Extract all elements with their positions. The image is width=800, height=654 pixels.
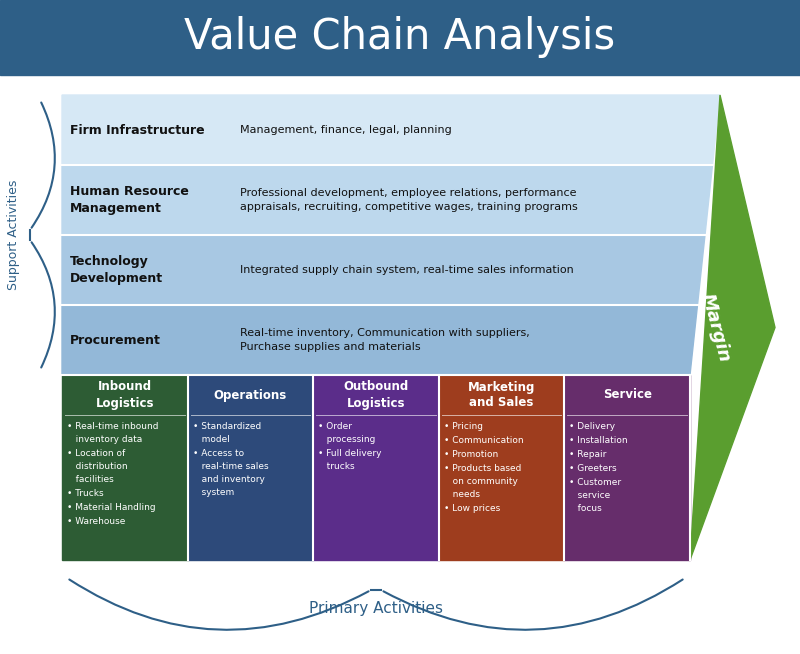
Text: Management, finance, legal, planning: Management, finance, legal, planning xyxy=(240,125,452,135)
Text: Human Resource
Management: Human Resource Management xyxy=(70,185,189,215)
Text: Firm Infrastructure: Firm Infrastructure xyxy=(70,124,205,137)
Text: • Trucks: • Trucks xyxy=(67,489,104,498)
Bar xyxy=(0,0,800,75)
Text: inventory data: inventory data xyxy=(67,435,142,444)
Text: system: system xyxy=(193,488,234,497)
Text: • Products based: • Products based xyxy=(444,464,521,473)
Text: • Location of: • Location of xyxy=(67,449,126,458)
Bar xyxy=(565,375,690,560)
Text: Margin: Margin xyxy=(697,291,733,364)
Text: Integrated supply chain system, real-time sales information: Integrated supply chain system, real-tim… xyxy=(240,265,574,275)
Text: service: service xyxy=(570,491,610,500)
Polygon shape xyxy=(62,95,720,165)
Text: Value Chain Analysis: Value Chain Analysis xyxy=(185,16,615,58)
Text: Primary Activities: Primary Activities xyxy=(309,600,443,615)
Text: Service: Service xyxy=(602,388,652,402)
Text: • Access to: • Access to xyxy=(193,449,244,458)
Text: Technology
Development: Technology Development xyxy=(70,255,163,285)
Text: • Real-time inbound: • Real-time inbound xyxy=(67,422,158,431)
Text: • Warehouse: • Warehouse xyxy=(67,517,126,526)
Polygon shape xyxy=(690,95,775,560)
Text: Operations: Operations xyxy=(214,388,287,402)
Polygon shape xyxy=(62,165,713,235)
Text: • Delivery: • Delivery xyxy=(570,422,615,431)
Text: Support Activities: Support Activities xyxy=(7,180,21,290)
Text: Real-time inventory, Communication with suppliers,
Purchase supplies and materia: Real-time inventory, Communication with … xyxy=(240,328,530,352)
Text: • Low prices: • Low prices xyxy=(444,504,500,513)
Text: • Repair: • Repair xyxy=(570,450,606,459)
Bar xyxy=(187,375,314,560)
Text: Procurement: Procurement xyxy=(70,334,161,347)
Text: processing: processing xyxy=(318,435,375,444)
Text: Outbound
Logistics: Outbound Logistics xyxy=(343,381,409,409)
Text: and inventory: and inventory xyxy=(193,475,265,484)
Text: trucks: trucks xyxy=(318,462,355,471)
Bar xyxy=(438,375,565,560)
Text: • Full delivery: • Full delivery xyxy=(318,449,382,458)
Text: on community: on community xyxy=(444,477,518,486)
Text: Marketing
and Sales: Marketing and Sales xyxy=(468,381,535,409)
Text: needs: needs xyxy=(444,490,480,499)
Polygon shape xyxy=(62,305,698,375)
Bar xyxy=(62,375,187,560)
Text: Professional development, employee relations, performance
appraisals, recruiting: Professional development, employee relat… xyxy=(240,188,578,212)
Text: real-time sales: real-time sales xyxy=(193,462,268,471)
Text: Inbound
Logistics: Inbound Logistics xyxy=(95,381,154,409)
Bar xyxy=(314,375,438,560)
Text: • Material Handling: • Material Handling xyxy=(67,503,156,512)
Text: • Pricing: • Pricing xyxy=(444,422,482,431)
Text: • Installation: • Installation xyxy=(570,436,628,445)
Polygon shape xyxy=(62,235,705,305)
Text: • Customer: • Customer xyxy=(570,478,622,487)
Text: • Communication: • Communication xyxy=(444,436,523,445)
Text: focus: focus xyxy=(570,504,602,513)
Text: model: model xyxy=(193,435,230,444)
Text: • Standardized: • Standardized xyxy=(193,422,261,431)
Text: distribution: distribution xyxy=(67,462,128,471)
Text: • Promotion: • Promotion xyxy=(444,450,498,459)
Text: facilities: facilities xyxy=(67,475,114,484)
Text: • Order: • Order xyxy=(318,422,352,431)
Text: • Greeters: • Greeters xyxy=(570,464,617,473)
